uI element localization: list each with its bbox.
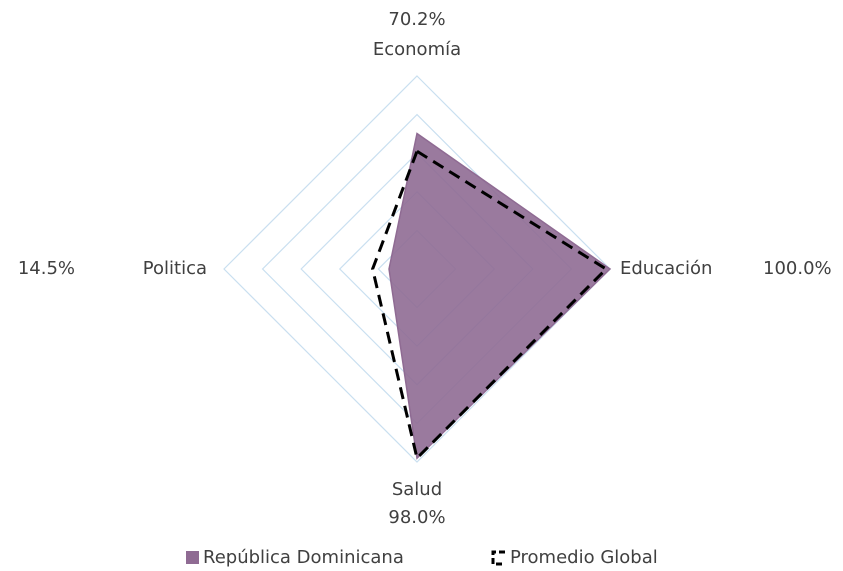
axis-label: Politica [143, 258, 207, 279]
axis-label: Economía [373, 39, 461, 60]
grid-ring [223, 75, 611, 463]
radar-area [388, 132, 612, 460]
value-label: 70.2% [388, 9, 445, 30]
value-label: 98.0% [388, 507, 445, 528]
axis-label: Educación [620, 258, 712, 279]
legend-label: Promedio Global [510, 547, 658, 568]
axis-label: Salud [392, 479, 442, 500]
value-label: 100.0% [763, 258, 832, 279]
radar-line [371, 149, 609, 462]
legend-label: República Dominicana [203, 547, 404, 568]
value-label: 14.5% [18, 258, 75, 279]
legend-swatch [186, 551, 199, 564]
legend-swatch [491, 550, 505, 566]
